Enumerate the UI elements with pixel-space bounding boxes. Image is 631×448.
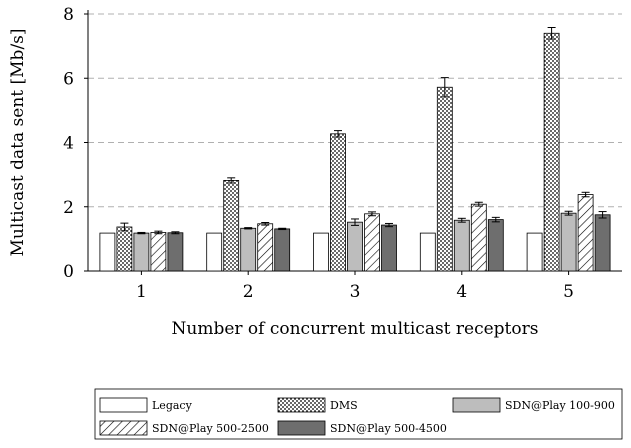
legend-swatch: [99, 397, 148, 413]
bar: [240, 227, 257, 272]
legend-label: Legacy: [152, 399, 193, 412]
bar: [577, 194, 594, 272]
tick-labels: 0 2 4 6 8 1 2 3 4 5: [63, 5, 574, 302]
legend-swatch: [277, 397, 326, 413]
y-tick-label: 0: [63, 262, 74, 282]
bar: [274, 228, 291, 272]
bar: [453, 219, 470, 272]
y-axis-title: Multicast data sent [Mb/s]: [8, 28, 28, 256]
x-tick-label: 4: [456, 282, 467, 302]
bar: [543, 32, 560, 272]
bar: [381, 224, 397, 272]
grid-lines: [88, 13, 622, 208]
legend-swatch: [277, 420, 326, 436]
bar: [487, 219, 504, 272]
bar: [116, 226, 133, 272]
y-tick-label: 8: [63, 5, 74, 25]
y-tick-label: 6: [63, 69, 74, 89]
y-tick-label: 2: [63, 198, 74, 218]
x-tick-label: 3: [350, 282, 361, 302]
bar: [347, 221, 363, 272]
bar: [167, 232, 184, 272]
legend-swatch: [452, 397, 501, 413]
x-tick-label: 1: [136, 282, 147, 302]
legend: Legacy DMS SDN@Play 100-900 SDN@Play 500-25…: [94, 388, 623, 440]
bar: [436, 86, 453, 272]
bar: [330, 133, 346, 272]
bar: [594, 214, 611, 272]
y-tick-label: 4: [63, 134, 74, 154]
bar: [223, 180, 240, 272]
legend-label: SDN@Play 100-900: [505, 399, 615, 412]
legend-swatch: [99, 420, 148, 436]
bar: [206, 232, 223, 272]
bar: [133, 232, 150, 272]
bar: [526, 232, 543, 272]
bar: [313, 232, 329, 272]
x-tick-label: 2: [243, 282, 254, 302]
legend-label: SDN@Play 500-4500: [330, 422, 447, 435]
bar: [150, 232, 167, 272]
bar: [99, 232, 116, 272]
bars: [99, 26, 611, 272]
legend-box: [94, 388, 623, 440]
x-tick-label: 5: [563, 282, 574, 302]
bar: [364, 213, 380, 272]
legend-label: DMS: [330, 399, 358, 412]
x-axis-title: Number of concurrent multicast receptors: [172, 319, 539, 339]
bar: [257, 223, 274, 272]
legend-label: SDN@Play 500-2500: [152, 422, 269, 435]
bar: [470, 203, 487, 272]
bar: [419, 232, 436, 272]
bar: [560, 212, 577, 272]
